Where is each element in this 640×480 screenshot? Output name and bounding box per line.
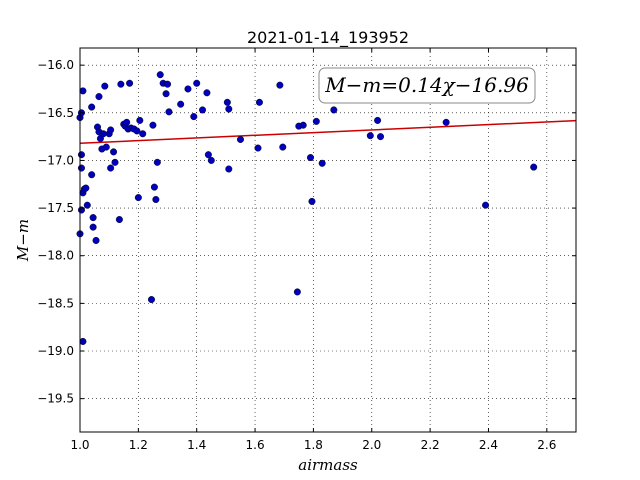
data-point: [107, 126, 115, 134]
annotation-box: [318, 67, 536, 104]
x-tick-label: 1.0: [70, 438, 89, 452]
data-point: [92, 236, 100, 244]
data-point: [79, 337, 87, 345]
y-tick-label: −17.5: [37, 201, 74, 215]
data-point: [77, 151, 85, 159]
data-point: [156, 71, 164, 79]
data-point: [203, 89, 211, 97]
data-point: [82, 184, 90, 192]
data-point: [225, 105, 233, 113]
data-point: [111, 158, 119, 166]
data-point: [177, 100, 185, 108]
fit-annotation: M−m=0.14χ−16.96: [318, 67, 536, 104]
x-tick-label: 1.2: [129, 438, 148, 452]
data-point: [204, 151, 212, 159]
data-point: [147, 296, 155, 304]
data-point: [377, 133, 385, 141]
data-point: [530, 163, 538, 171]
x-tick-label: 1.6: [246, 438, 265, 452]
data-point: [293, 288, 301, 296]
data-point: [95, 93, 103, 101]
data-point: [134, 194, 142, 202]
data-point: [162, 90, 170, 98]
data-point: [133, 127, 141, 135]
x-tick-label: 2.2: [421, 438, 440, 452]
chart-title: 2021-01-14_193952: [247, 28, 409, 48]
fit-line-group: [79, 119, 577, 145]
data-point: [150, 183, 158, 191]
data-point: [77, 164, 85, 172]
data-point: [149, 121, 157, 129]
data-point: [99, 130, 107, 138]
data-point: [279, 143, 287, 151]
fit-line: [79, 119, 577, 145]
x-tick-label: 2.4: [479, 438, 498, 452]
y-tick-label: −18.5: [37, 296, 74, 310]
data-point: [184, 85, 192, 93]
data-point: [312, 117, 320, 125]
data-point: [79, 87, 87, 95]
data-point: [306, 154, 314, 162]
data-point: [330, 106, 338, 114]
y-tick-label: −16.5: [37, 106, 74, 120]
y-tick-label: −18.0: [37, 249, 74, 263]
data-point: [236, 135, 244, 143]
plot-frame: [79, 47, 577, 433]
data-point: [225, 165, 233, 173]
data-point: [318, 159, 326, 167]
data-point: [126, 79, 134, 87]
data-point: [199, 106, 207, 114]
data-point: [482, 201, 490, 209]
data-point: [308, 197, 316, 205]
data-point: [193, 79, 201, 87]
x-tick-label: 1.4: [187, 438, 206, 452]
y-tick-label: −17.0: [37, 153, 74, 167]
grid-lines: [79, 48, 576, 432]
x-tick-label: 2.0: [362, 438, 381, 452]
data-point: [207, 156, 215, 164]
data-point: [374, 116, 382, 124]
axis-ticks: 1.0 1.2 1.4 1.6 1.8 2.0 2.2 2.4 2.6 −16.0 −16.5 −17…: [37, 48, 576, 452]
data-point: [223, 98, 231, 106]
data-point: [107, 164, 115, 172]
data-point: [190, 113, 198, 121]
data-point: [89, 214, 97, 222]
annotation-text: M−m=0.14χ−16.96: [324, 73, 529, 97]
data-point: [89, 223, 97, 231]
data-point: [88, 103, 96, 111]
data-point: [276, 81, 284, 89]
data-point: [366, 132, 374, 140]
data-point: [152, 196, 160, 204]
y-tick-label: −19.0: [37, 344, 74, 358]
data-point: [442, 118, 450, 126]
data-point: [117, 80, 125, 88]
data-point: [102, 143, 110, 151]
data-point: [110, 148, 118, 156]
data-point: [165, 108, 173, 116]
data-point: [299, 121, 307, 129]
data-point: [83, 201, 91, 209]
data-point: [136, 116, 144, 124]
y-tick-label: −16.0: [37, 58, 74, 72]
data-point: [164, 80, 172, 88]
data-point: [153, 158, 161, 166]
data-point: [139, 130, 147, 138]
x-axis-label: airmass: [298, 456, 358, 474]
data-point: [115, 216, 123, 224]
data-point: [255, 98, 263, 106]
data-point: [254, 144, 262, 152]
x-tick-label: 1.8: [304, 438, 323, 452]
data-point: [123, 118, 131, 126]
data-point: [88, 171, 96, 179]
y-tick-label: −19.5: [37, 392, 74, 406]
data-point: [101, 82, 109, 90]
y-axis-label: M−m: [14, 219, 32, 262]
x-tick-label: 2.6: [537, 438, 556, 452]
